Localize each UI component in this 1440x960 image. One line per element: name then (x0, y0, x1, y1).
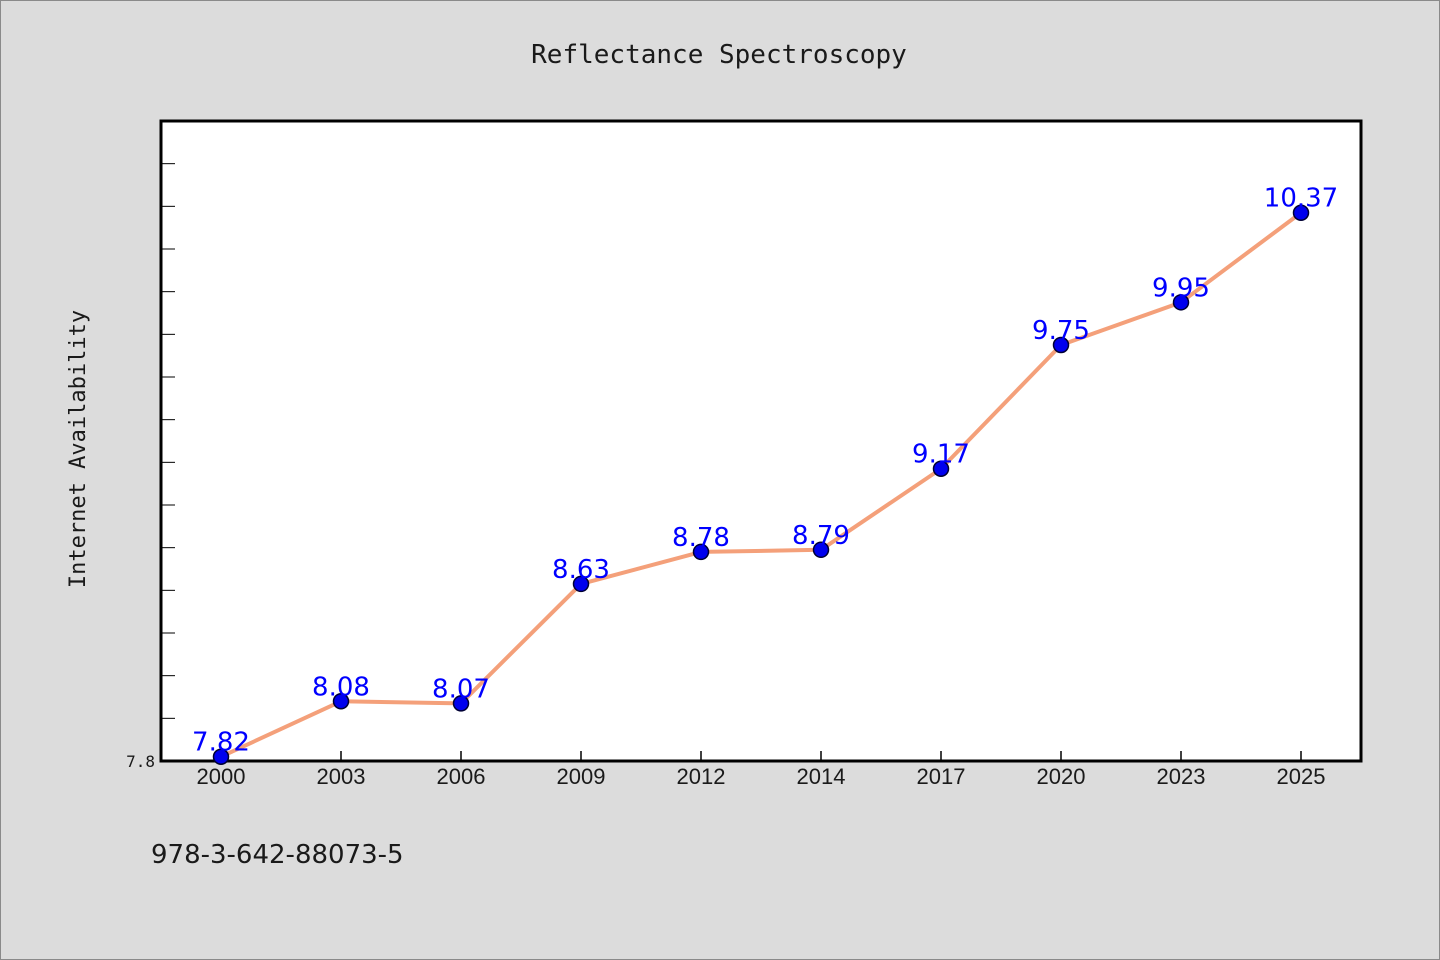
x-tick-label: 2020 (1037, 764, 1086, 789)
x-tick-label: 2006 (437, 764, 486, 789)
series-line (220, 211, 1303, 759)
data-label: 9.75 (1032, 316, 1090, 346)
x-tick-label: 2023 (1157, 764, 1206, 789)
data-label: 8.08 (312, 672, 370, 702)
data-point (1172, 294, 1190, 311)
data-point (932, 460, 950, 477)
data-label: 8.79 (792, 521, 850, 551)
x-tick-label: 2000 (197, 764, 246, 789)
x-tick-label: 2009 (557, 764, 606, 789)
data-point (1052, 336, 1070, 354)
y-tick-label: 7.8 (126, 752, 155, 771)
data-label: 8.07 (432, 674, 490, 704)
x-tick-label: 2012 (677, 764, 726, 789)
data-point (812, 541, 830, 559)
data-point (332, 693, 350, 710)
x-tick-label: 2017 (917, 764, 966, 789)
data-point (572, 575, 590, 593)
plot-area (159, 119, 1363, 763)
x-axis-tick-labels: 2000 2003 2006 2009 2012 2014 2017 2020 2023 2025 (197, 764, 1326, 789)
data-point (452, 695, 470, 712)
y-axis-tick-labels: 7.8 (126, 752, 155, 771)
y-axis-minor-ticks (161, 163, 175, 719)
data-point (692, 543, 710, 561)
y-axis-label: Internet Availability (66, 310, 91, 588)
data-points (212, 204, 1310, 765)
data-label: 9.17 (912, 440, 970, 470)
data-label: 10.37 (1264, 184, 1338, 214)
data-labels: 7.82 8.08 8.07 8.63 8.78 8.79 9.17 9.75 9.95 10.3… (192, 184, 1338, 758)
data-label: 7.82 (192, 728, 250, 758)
data-label: 9.95 (1152, 273, 1210, 303)
x-tick-label: 2003 (317, 764, 366, 789)
data-point (1292, 204, 1310, 221)
chart-title: Reflectance Spectroscopy (531, 40, 907, 70)
footer-identifier: 978-3-642-88073-5 (151, 840, 404, 870)
data-point (212, 748, 230, 765)
x-tick-label: 2025 (1277, 764, 1326, 789)
data-label: 8.63 (552, 555, 610, 585)
x-tick-label: 2014 (797, 764, 846, 789)
data-label: 8.78 (672, 523, 730, 553)
